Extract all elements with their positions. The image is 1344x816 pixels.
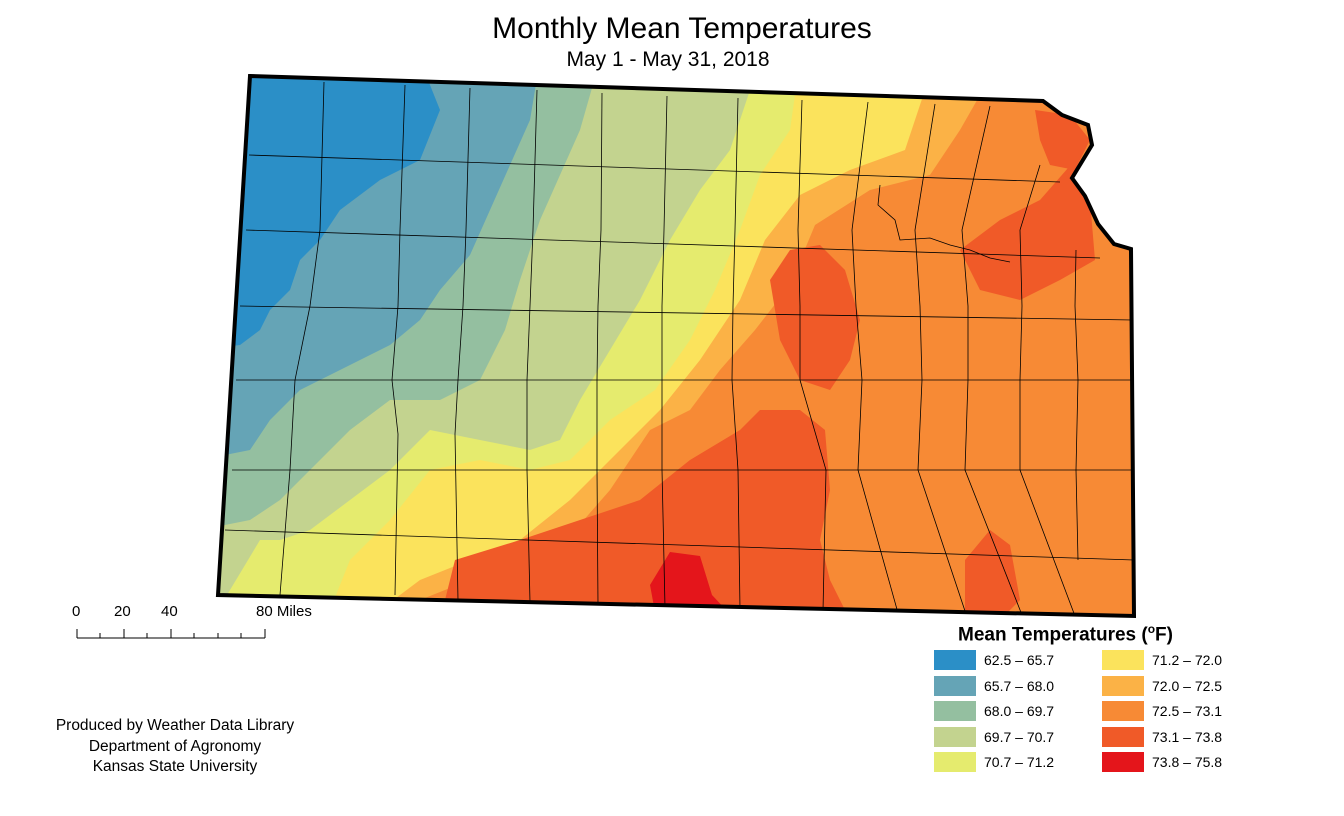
legend-swatch xyxy=(934,650,976,670)
legend-swatch xyxy=(1102,650,1144,670)
credits: Produced by Weather Data Library Departm… xyxy=(30,716,320,778)
legend-swatch xyxy=(1102,726,1144,747)
legend-swatch xyxy=(1102,701,1144,721)
legend-label: 72.0 – 72.5 xyxy=(1152,677,1223,694)
scale-tick-0: 0 xyxy=(72,603,81,620)
zone-62-5-65-7 xyxy=(218,76,440,350)
scale-tick-20: 20 xyxy=(114,603,131,620)
map-subtitle: May 1 - May 31, 2018 xyxy=(566,48,770,71)
legend-label: 71.2 – 72.0 xyxy=(1152,652,1223,668)
temperature-zones xyxy=(218,76,1134,616)
zone-73-1-73-8-central xyxy=(770,245,860,390)
legend-label: 65.7 – 68.0 xyxy=(984,677,1055,694)
legend-label: 68.0 – 69.7 xyxy=(984,703,1055,719)
legend-label: 72.5 – 73.1 xyxy=(1152,703,1223,719)
legend-label: 62.5 – 65.7 xyxy=(984,652,1055,668)
legend-swatch xyxy=(934,675,976,696)
legend-label: 70.7 – 71.2 xyxy=(984,754,1055,770)
legend-label: 73.8 – 75.8 xyxy=(1152,754,1223,770)
legend-swatch xyxy=(1102,675,1144,696)
credit-line-3: Kansas State University xyxy=(92,758,258,775)
map-title: Monthly Mean Temperatures xyxy=(492,12,872,45)
zone-73-8-75-8 xyxy=(650,552,728,612)
legend-swatch xyxy=(934,752,976,772)
legend-swatch xyxy=(1102,752,1144,772)
zone-73-1-73-8-east xyxy=(960,160,1095,300)
legend-label: 73.1 – 73.8 xyxy=(1152,728,1223,745)
credit-line-1: Produced by Weather Data Library xyxy=(55,717,295,734)
scale-tick-40: 40 xyxy=(161,603,178,620)
county-boundaries xyxy=(224,81,1134,616)
zone-73-1-73-8-northeast xyxy=(1035,110,1090,170)
zone-73-1-73-8-southeast xyxy=(965,530,1020,616)
legend-title: Mean Temperatures (oF) xyxy=(958,622,1173,646)
kansas-state-outline xyxy=(215,73,1137,619)
zone-73-1-73-8-south xyxy=(440,410,850,616)
legend-swatch xyxy=(934,726,976,747)
scale-tick-80-miles: 80 Miles xyxy=(256,603,312,620)
legend-label: 69.7 – 70.7 xyxy=(984,728,1055,745)
credit-line-2: Department of Agronomy xyxy=(88,737,262,755)
scale-bar-labels: 0 20 40 80 Miles xyxy=(60,603,350,643)
scale-bar xyxy=(76,629,266,639)
legend-swatch xyxy=(934,701,976,721)
